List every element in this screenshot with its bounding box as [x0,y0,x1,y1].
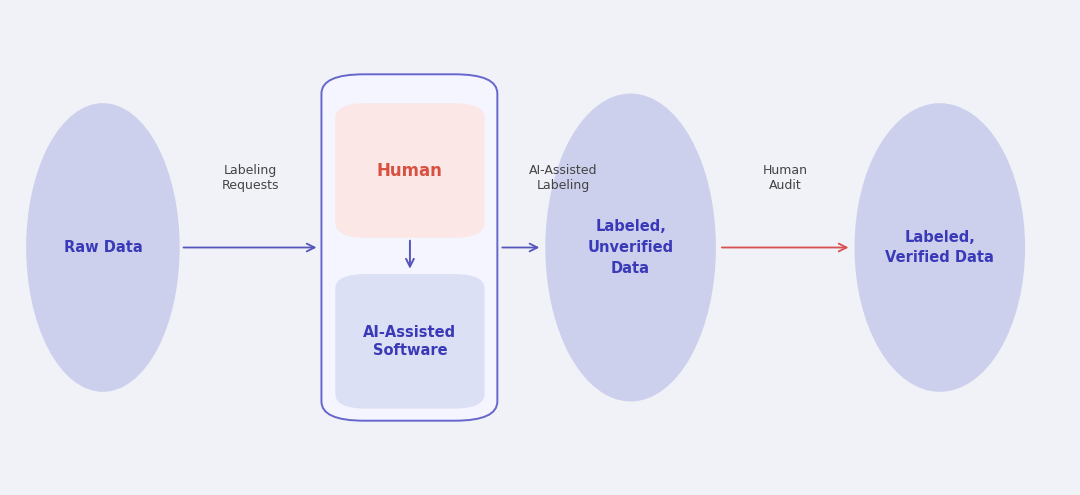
Text: Human
Audit: Human Audit [762,164,808,192]
FancyBboxPatch shape [335,103,485,238]
Text: Labeled,
Verified Data: Labeled, Verified Data [886,230,995,265]
Ellipse shape [545,94,716,401]
Ellipse shape [854,103,1025,392]
Text: Human: Human [377,161,443,180]
Text: Raw Data: Raw Data [64,240,143,255]
Ellipse shape [26,103,179,392]
Text: Labeled,
Unverified
Data: Labeled, Unverified Data [588,219,674,276]
FancyBboxPatch shape [335,274,485,409]
Text: AI-Assisted
Software: AI-Assisted Software [363,325,457,357]
FancyBboxPatch shape [322,74,498,421]
Text: Labeling
Requests: Labeling Requests [221,164,279,192]
Text: AI-Assisted
Labeling: AI-Assisted Labeling [529,164,597,192]
